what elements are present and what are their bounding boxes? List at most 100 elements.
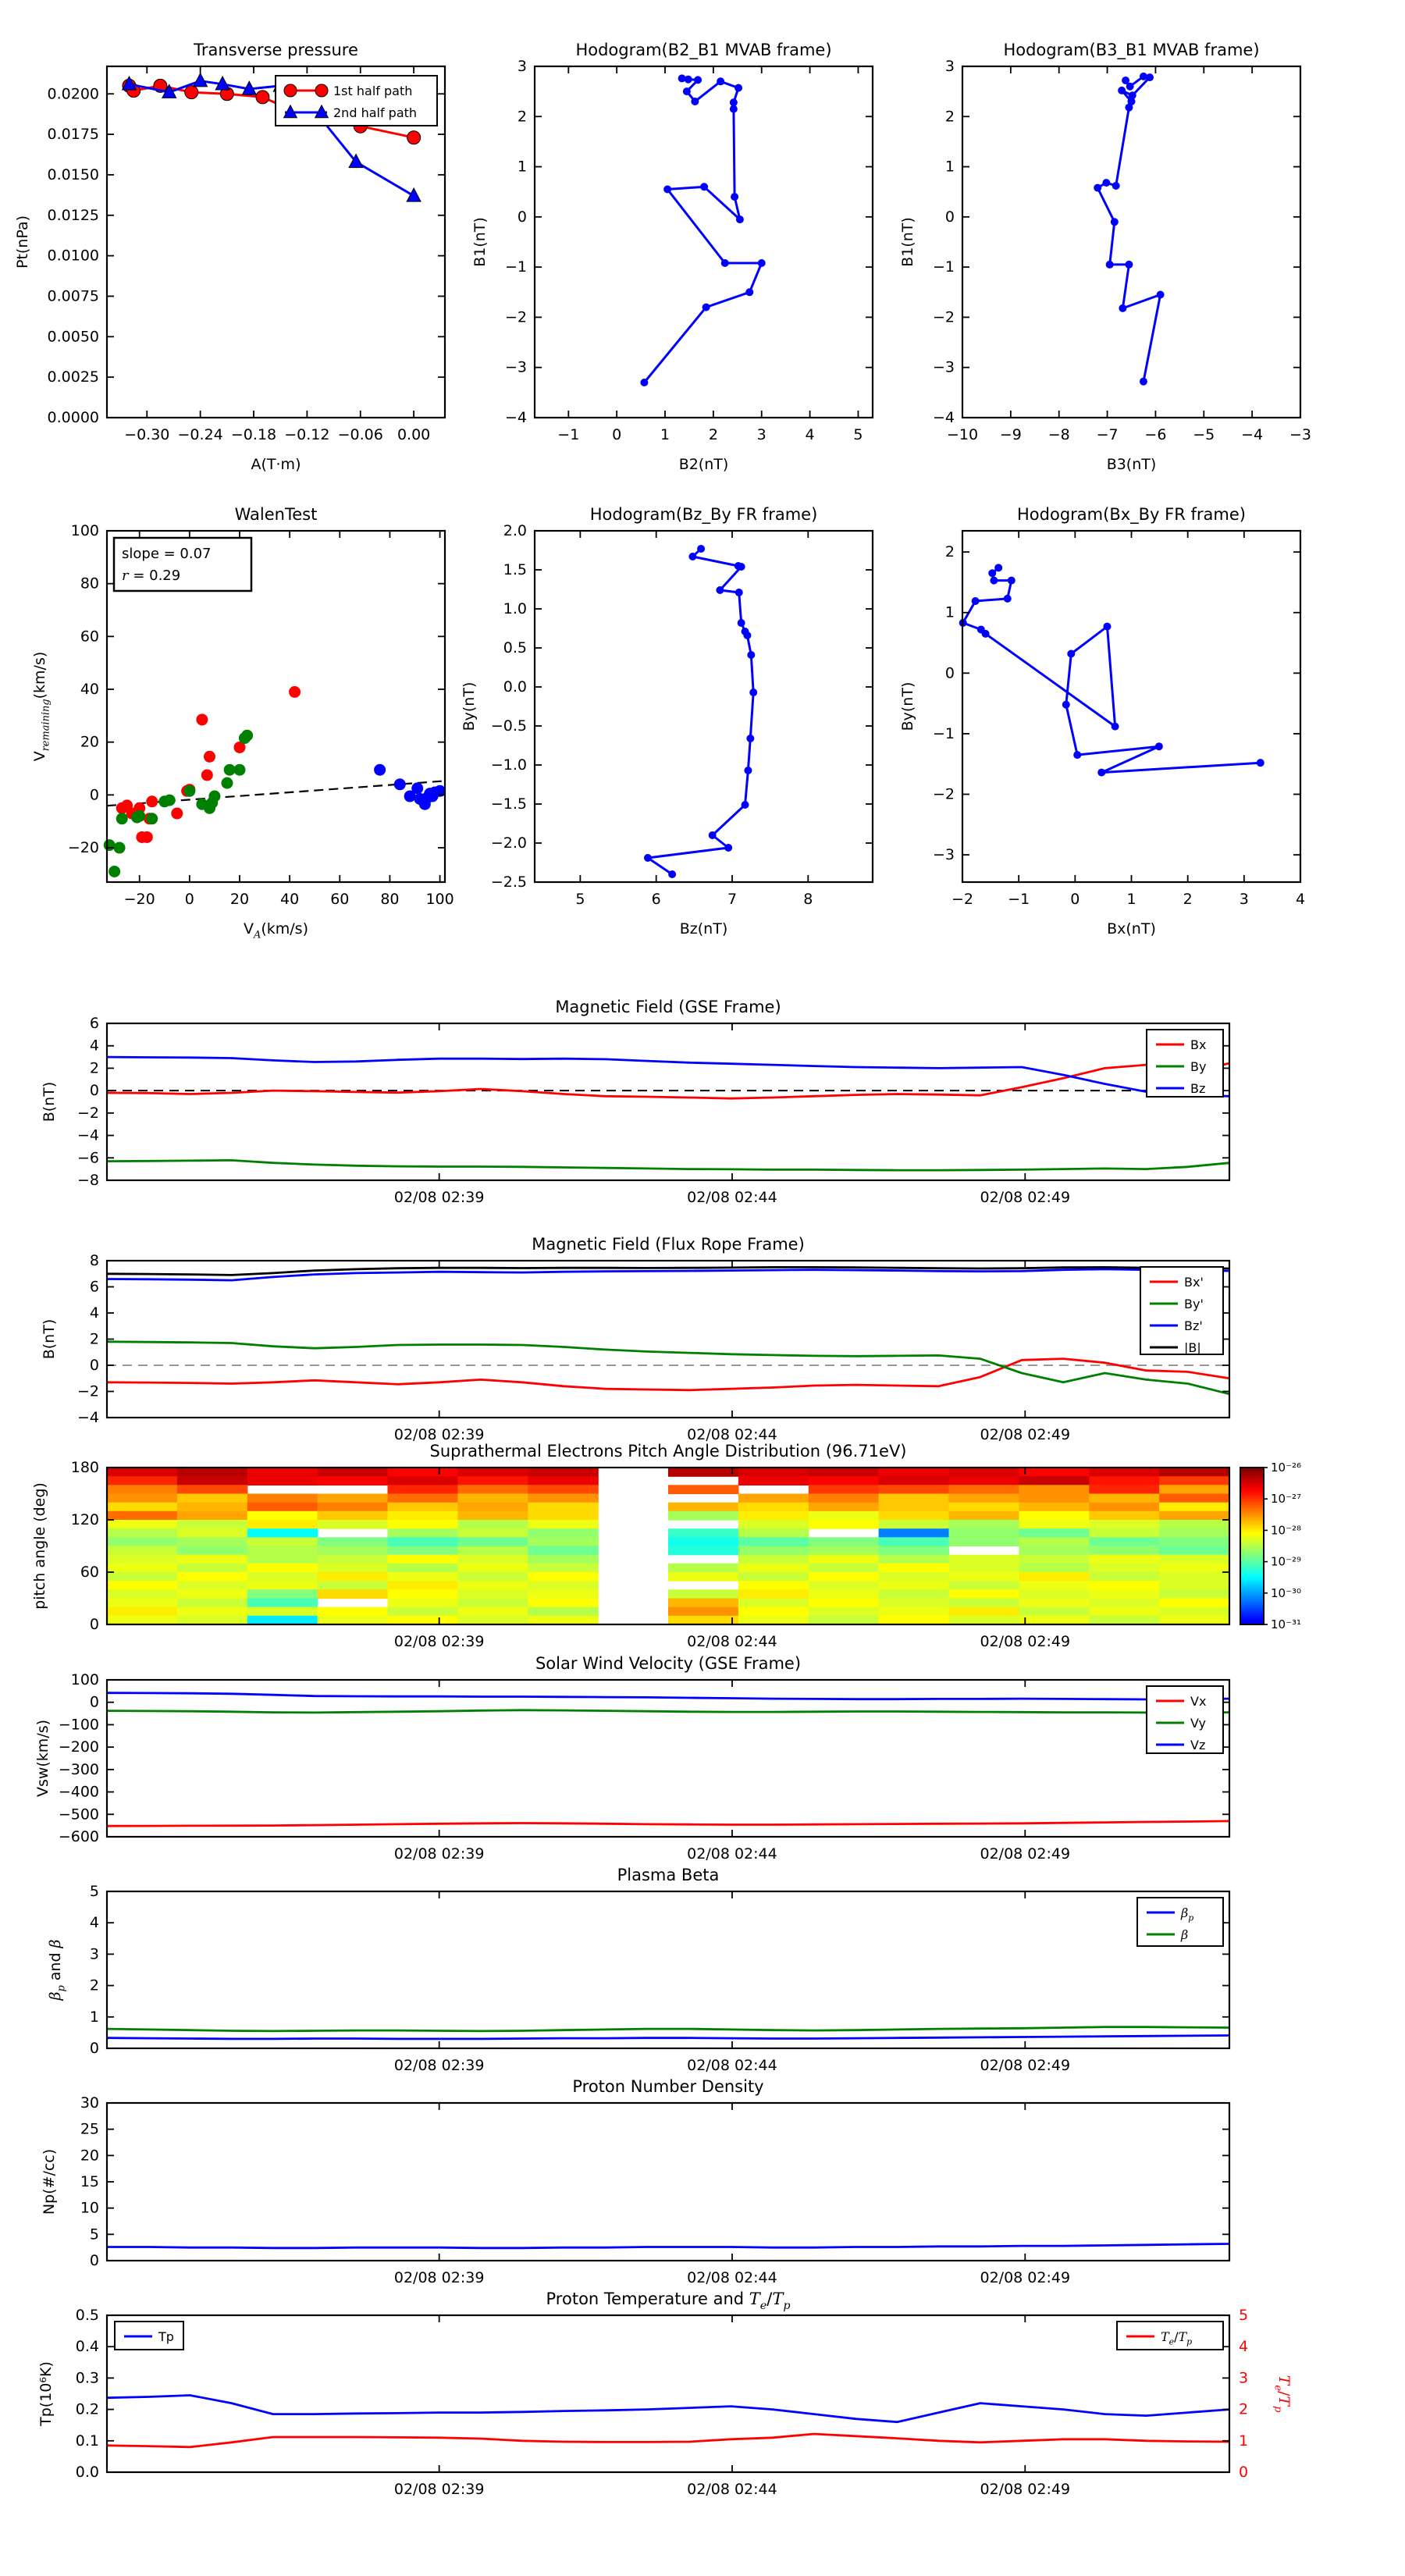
series-line	[106, 2432, 1230, 2449]
heatmap-cell	[387, 1546, 458, 1556]
y-tick-label: −3	[505, 359, 527, 376]
heatmap-cell	[1159, 1615, 1230, 1625]
colorbar-cell	[1240, 1522, 1264, 1525]
annotation-line: r = 0.29	[122, 568, 180, 584]
heatmap-cell	[948, 1510, 1019, 1521]
dot-marker	[113, 841, 126, 854]
y-tick-label: 5	[90, 2226, 99, 2243]
y-tick-label: −4	[933, 409, 955, 426]
triangle-marker	[406, 187, 422, 202]
heatmap-cell	[107, 1493, 178, 1503]
heatmap-cell	[1159, 1493, 1230, 1503]
heatmap-cell	[1089, 1598, 1160, 1608]
y-tick-label: 2	[945, 108, 955, 125]
heatmap-cell	[668, 1546, 739, 1556]
series-vy	[106, 1709, 1230, 1714]
plot-title: Hodogram(B2_B1 MVAB frame)	[575, 41, 831, 60]
dot-marker	[146, 795, 158, 808]
y-axis-label: Tp(10⁶K)	[37, 2361, 55, 2427]
x-tick-label: 0.00	[397, 426, 430, 443]
y-tick-label: 0.0000	[48, 409, 99, 426]
x-tick-label: 0	[185, 891, 194, 908]
dot-marker	[697, 545, 706, 553]
heatmap-cell	[387, 1520, 458, 1529]
heatmap-cell	[1089, 1615, 1160, 1625]
series-line	[643, 76, 763, 383]
heatmap-cell	[878, 1520, 950, 1529]
y-tick-label: 60	[80, 1564, 99, 1581]
legend-box	[1146, 1029, 1224, 1098]
x-tick-label: 02/08 02:39	[394, 1633, 485, 1650]
dot-marker	[988, 569, 997, 578]
heatmap-cell	[176, 1581, 248, 1590]
chart-ts_vsw: 02/08 02:39 02/08 02:44 02/08 02:49 100 0 −10…	[34, 1654, 1231, 1863]
series-line	[106, 2026, 1230, 2033]
heatmap-cell	[528, 1606, 599, 1617]
heatmap-cell	[1159, 1485, 1230, 1495]
dot-marker	[981, 629, 990, 638]
heatmap-cell	[878, 1546, 950, 1556]
y-tick-label: −2	[77, 1105, 99, 1122]
plot-title: Proton Number Density	[572, 2077, 763, 2096]
x-tick-label: 02/08 02:49	[980, 1845, 1071, 1863]
heatmap-cell	[878, 1502, 950, 1512]
heatmap-cell	[528, 1554, 599, 1564]
y-axis-label: Pt(nPa)	[14, 215, 31, 269]
colorbar-cell	[1240, 1553, 1264, 1557]
x-tick-label: 02/08 02:39	[394, 2481, 485, 2498]
chart-h_bxby: −2 −1 0 1 2 3 4 Bx(nT) 2 1 0 −1 −2 −3 By(nT) Hodogram(B…	[899, 505, 1305, 938]
x-axis: −1 0 1 2 3 4 5	[557, 66, 863, 443]
right-y-tick-label: 2	[1239, 2401, 1248, 2418]
colorbar-frame	[1240, 1467, 1264, 1625]
dot-marker	[694, 76, 702, 84]
heatmap-cell	[1159, 1520, 1230, 1529]
heatmap-cell	[247, 1546, 318, 1556]
x-tick-label: −1	[557, 426, 579, 443]
heatmap-cell	[1159, 1476, 1230, 1485]
series-line	[106, 2394, 1230, 2424]
heatmap-cell	[808, 1537, 880, 1547]
colorbar-cell	[1240, 1487, 1264, 1490]
y-tick-label: −8	[77, 1172, 99, 1189]
y-tick-label: 0.0125	[48, 207, 99, 224]
colorbar-cell	[1240, 1475, 1264, 1478]
heatmap-cell	[1019, 1485, 1090, 1495]
y-tick-label: 0	[90, 2040, 99, 2057]
x-tick-label: 2	[709, 426, 718, 443]
dot-marker	[990, 576, 998, 585]
heatmap-cell	[247, 1528, 318, 1538]
x-tick-label: 8	[803, 891, 813, 908]
heatmap-cell	[1159, 1563, 1230, 1573]
heatmap-cell	[247, 1520, 318, 1529]
heatmap-cell	[948, 1493, 1019, 1503]
colorbar-cell	[1240, 1473, 1264, 1476]
dot-marker	[1111, 722, 1119, 731]
heatmap-cell	[1159, 1468, 1230, 1477]
colorbar-cell	[1240, 1569, 1264, 1572]
y-tick-label: −6	[77, 1149, 99, 1166]
x-tick-label: 02/08 02:49	[980, 2269, 1071, 2286]
heatmap-cell	[668, 1510, 739, 1521]
heatmap-cell	[107, 1581, 178, 1590]
colorbar-cell	[1240, 1540, 1264, 1543]
dot-marker	[1154, 742, 1163, 751]
x-tick-label: 6	[652, 891, 661, 908]
y-tick-label: 180	[71, 1459, 99, 1476]
legend-label: 1st half path	[333, 84, 412, 98]
series-b2-b1-path	[640, 74, 766, 386]
dot-marker	[108, 865, 121, 877]
legend-label: Bx	[1190, 1037, 1206, 1052]
heatmap-cell	[948, 1468, 1019, 1477]
heatmap-cell	[176, 1520, 248, 1529]
y-tick-label: 2	[945, 543, 955, 560]
heatmap-cell	[1019, 1520, 1090, 1529]
plot-title: Hodogram(Bx_By FR frame)	[1017, 505, 1246, 525]
y-tick-label: 40	[80, 681, 99, 698]
x-tick-label: 80	[380, 891, 399, 908]
x-tick-label: 0	[1070, 891, 1080, 908]
axes-frame	[533, 65, 874, 419]
heatmap-cell	[808, 1502, 880, 1512]
y-tick-label: 0.1	[76, 2432, 99, 2450]
heatmap-cell	[176, 1476, 248, 1485]
y-tick-label: 0	[90, 1616, 99, 1633]
